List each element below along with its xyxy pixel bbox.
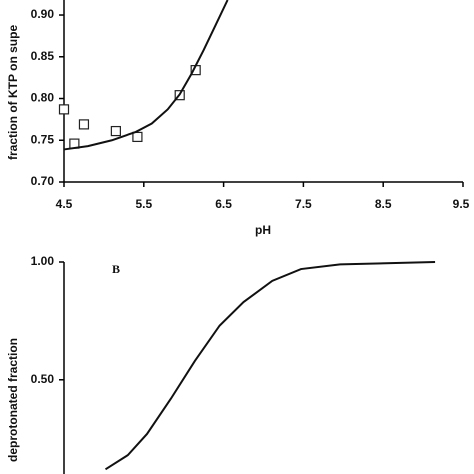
y-tick-label: 0.75 bbox=[31, 132, 55, 146]
data-point bbox=[110, 125, 121, 137]
x-tick-label: 4.5 bbox=[56, 197, 73, 211]
x-tick-label: 7.5 bbox=[295, 197, 312, 211]
y-tick-label: 0.90 bbox=[31, 7, 55, 21]
y-tick-label: 0.70 bbox=[31, 174, 55, 188]
x-tick-label: 8.5 bbox=[375, 197, 392, 211]
x-tick-label: 9.5 bbox=[453, 197, 470, 211]
annotation: B bbox=[112, 262, 120, 276]
data-point bbox=[58, 104, 70, 115]
y-tick-label: 0.80 bbox=[31, 91, 55, 105]
x-tick-label: 6.5 bbox=[215, 197, 232, 211]
data-point bbox=[132, 131, 143, 143]
y-tick-label: 1.00 bbox=[31, 254, 55, 268]
data-point bbox=[78, 119, 90, 130]
curve bbox=[63, 0, 229, 151]
x-axis-title: pH bbox=[255, 223, 271, 237]
curve bbox=[104, 261, 436, 471]
x-tick-label: 5.5 bbox=[135, 197, 152, 211]
y-axis-title: fraction of KTP on supe bbox=[6, 25, 20, 160]
y-axis-title: deprotonated fraction bbox=[6, 338, 20, 462]
y-tick-label: 0.50 bbox=[31, 372, 55, 386]
y-tick-label: 0.85 bbox=[31, 49, 55, 63]
